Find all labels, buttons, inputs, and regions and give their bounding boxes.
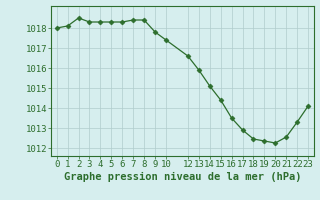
X-axis label: Graphe pression niveau de la mer (hPa): Graphe pression niveau de la mer (hPa)	[64, 172, 301, 182]
